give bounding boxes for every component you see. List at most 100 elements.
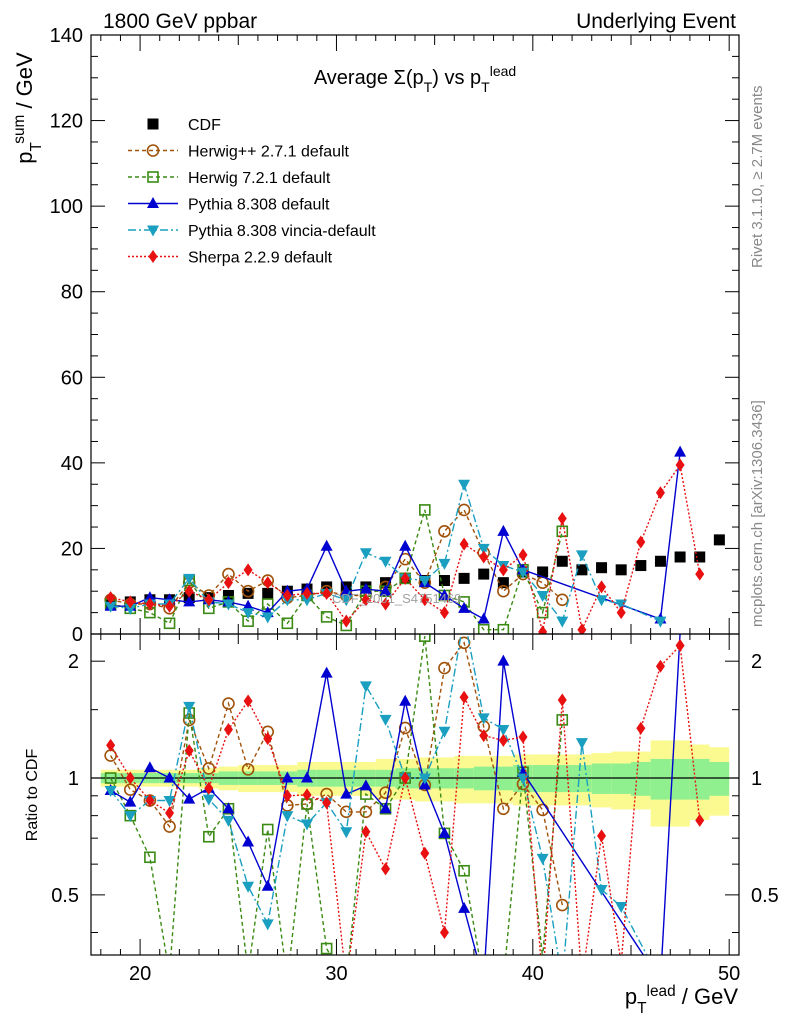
- ratio-point: [163, 796, 176, 808]
- data-point: [341, 614, 351, 628]
- y-axis-label: pTsum / GeV: [11, 52, 45, 164]
- data-point: [340, 595, 353, 607]
- data-point: [477, 543, 490, 555]
- data-point: [104, 601, 117, 613]
- data-point: [615, 599, 628, 611]
- ratio-point: [399, 694, 412, 706]
- data-point: [536, 590, 549, 602]
- data-point: [517, 567, 529, 579]
- data-point: [555, 593, 569, 607]
- ratio-point: [165, 806, 175, 820]
- legend-item-herwig-2-7-1-default: Herwig++ 2.7.1 default: [128, 144, 350, 161]
- inner-uncertainty-band: [631, 761, 651, 796]
- ratio-point: [261, 919, 274, 931]
- legend-label: CDF: [188, 117, 221, 134]
- data-point: [713, 534, 725, 546]
- ratio-point: [301, 771, 313, 783]
- ratio-point: [536, 853, 549, 865]
- ratio-point: [243, 694, 253, 708]
- data-point: [575, 550, 588, 562]
- x-tick-label: 50: [718, 963, 740, 985]
- data-point: [438, 525, 451, 538]
- data-point: [675, 458, 685, 472]
- inner-uncertainty-band: [709, 761, 730, 796]
- data-point: [262, 587, 274, 599]
- ratio-series-pythia-8-308-default: [104, 634, 681, 955]
- data-point: [537, 566, 549, 578]
- legend-item-cdf: CDF: [147, 117, 221, 134]
- legend-marker: [147, 225, 159, 237]
- y-tick-label: 60: [61, 367, 83, 389]
- ratio-y-tick-label: 0.5: [51, 885, 79, 907]
- legend-marker: [148, 250, 158, 263]
- data-point: [556, 525, 569, 538]
- data-point: [479, 550, 489, 564]
- legend-label: Herwig 7.2.1 default: [188, 170, 331, 187]
- ratio-point: [517, 773, 529, 785]
- legend: CDF Herwig++ 2.7.1 default Herwig 7.2.1 de…: [128, 117, 376, 267]
- legend-label: Sherpa 2.2.9 default: [188, 250, 333, 267]
- ratio-point: [106, 738, 116, 752]
- ratio-point: [418, 773, 431, 785]
- data-point: [145, 597, 155, 611]
- ratio-point: [518, 730, 528, 744]
- ratio-point: [497, 725, 510, 737]
- ratio-line: [109, 641, 563, 906]
- ratio-point: [222, 697, 235, 710]
- data-point: [538, 625, 548, 634]
- data-point: [359, 582, 372, 594]
- data-point: [183, 573, 196, 585]
- ratio-y-tick-label: 2: [68, 651, 79, 673]
- ratio-point: [204, 781, 214, 795]
- ratio-point: [340, 787, 353, 799]
- data-point: [420, 593, 430, 607]
- ratio-point: [242, 835, 255, 847]
- main-plot-panel: CDF_2001_S4751469 0 20 40 60 80 100 120 140 CDF…: [11, 25, 740, 646]
- data-point: [381, 597, 391, 611]
- data-point: [281, 617, 294, 630]
- data-point: [654, 555, 666, 567]
- ratio-point: [183, 792, 196, 804]
- ratio-point: [202, 762, 216, 775]
- x-tick-label: 40: [522, 963, 544, 985]
- ratio-point: [322, 796, 332, 810]
- ratio-point: [222, 815, 235, 827]
- mcplots-label: mcplots.cern.ch [arXiv:1306.3436]: [749, 400, 766, 627]
- ratio-point: [183, 701, 196, 713]
- legend-item-sherpa-2-2-9-default: Sherpa 2.2.9 default: [128, 250, 333, 267]
- data-point: [143, 591, 156, 603]
- ratio-point: [557, 693, 567, 707]
- data-point: [674, 551, 686, 563]
- ratio-point: [497, 802, 510, 816]
- data-point: [282, 588, 292, 602]
- y-tick-label: 20: [61, 538, 83, 560]
- ratio-point: [339, 805, 353, 819]
- ratio-point: [479, 729, 489, 743]
- ratio-point: [144, 851, 156, 864]
- data-point: [379, 556, 392, 568]
- ratio-point: [615, 902, 628, 914]
- data-point: [261, 612, 274, 624]
- ratio-point: [361, 825, 371, 839]
- ratio-point: [420, 846, 430, 860]
- series-sherpa-2-2-9-default: [106, 458, 705, 634]
- data-point: [655, 486, 665, 500]
- data-point: [124, 603, 137, 615]
- ratio-point: [438, 826, 451, 838]
- ratio-point: [145, 794, 155, 808]
- ratio-point: [379, 714, 392, 726]
- header-right-label: Underlying Event: [576, 10, 736, 33]
- ratio-point: [477, 713, 490, 725]
- legend-label: Herwig++ 2.7.1 default: [188, 144, 350, 161]
- ratio-point: [597, 829, 607, 843]
- x-axis-label: pTlead / GeV: [625, 983, 738, 1017]
- data-point: [204, 593, 214, 607]
- ratio-point: [695, 813, 705, 827]
- data-point: [577, 623, 587, 634]
- data-point: [359, 548, 372, 560]
- data-point: [242, 608, 255, 620]
- data-point: [241, 584, 255, 598]
- ratio-point: [124, 795, 137, 807]
- ratio-point: [282, 789, 292, 803]
